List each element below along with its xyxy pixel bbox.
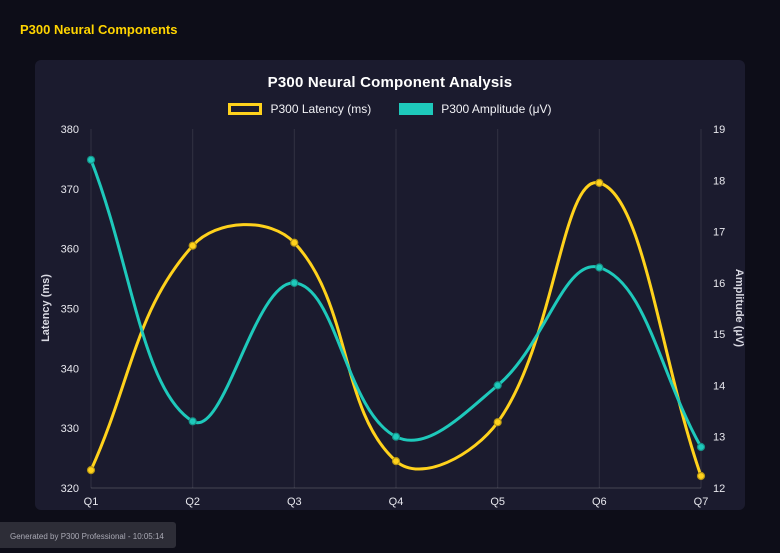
grid-lines <box>90 129 702 489</box>
chart-legend: P300 Latency (ms) P300 Amplitude (μV) <box>35 100 745 118</box>
data-point-marker <box>290 278 299 287</box>
x-tick-label: Q7 <box>694 496 709 508</box>
y-left-tick-label: 380 <box>61 124 79 136</box>
y-axis-right-ticks: 12 13 14 15 16 17 18 19 <box>713 124 725 495</box>
y-axis-left-ticks: 320 330 340 350 360 370 380 <box>61 124 79 495</box>
chart-title: P300 Neural Component Analysis <box>267 74 513 91</box>
y-left-tick-label: 330 <box>61 423 79 435</box>
footer-text: Generated by P300 Professional - 10:05:1… <box>10 532 164 541</box>
x-tick-label: Q2 <box>185 496 200 508</box>
x-tick-label: Q6 <box>592 496 607 508</box>
y-right-tick-label: 17 <box>713 227 725 239</box>
legend-swatch-amplitude <box>399 103 434 115</box>
legend-item-latency[interactable]: P300 Latency (ms) <box>228 102 371 116</box>
right-axis-title: Amplitude (μV) <box>733 269 745 348</box>
data-point-marker <box>696 471 706 481</box>
legend-swatch-latency <box>228 103 263 115</box>
data-point-marker <box>493 418 502 427</box>
y-left-tick-label: 350 <box>61 304 79 316</box>
y-left-tick-label: 340 <box>61 363 79 375</box>
data-point-marker <box>86 466 96 475</box>
legend-label-latency: P300 Latency (ms) <box>270 102 372 116</box>
data-point-markers <box>86 155 706 481</box>
y-right-tick-label: 19 <box>713 124 725 136</box>
data-point-marker <box>595 178 604 188</box>
data-point-marker <box>188 241 197 250</box>
x-tick-label: Q3 <box>287 496 302 508</box>
x-tick-label: Q4 <box>389 496 404 508</box>
x-axis-labels: Q1 Q2 Q3 Q4 Q5 Q6 Q7 <box>84 496 709 508</box>
data-point-marker <box>493 381 502 390</box>
data-point-marker <box>595 263 604 272</box>
data-point-marker <box>290 238 299 247</box>
page-title: P300 Neural Components <box>20 22 178 37</box>
chart-canvas: 320 330 340 350 360 370 380 12 13 14 15 16 17 18 19 Q… <box>40 124 745 508</box>
x-tick-label: Q1 <box>84 496 99 508</box>
chart-panel: P300 Neural Component Analysis P300 Late… <box>35 60 745 510</box>
data-point-marker <box>188 417 197 426</box>
y-right-tick-label: 16 <box>713 278 725 290</box>
data-point-marker <box>86 155 96 164</box>
y-right-tick-label: 13 <box>713 432 725 444</box>
y-left-tick-label: 360 <box>61 244 79 256</box>
data-point-marker <box>696 442 706 452</box>
footer-watermark: Generated by P300 Professional - 10:05:1… <box>0 522 176 548</box>
x-tick-label: Q5 <box>490 496 505 508</box>
left-axis-title: Latency (ms) <box>40 274 52 342</box>
legend-label-amplitude: P300 Amplitude (μV) <box>441 102 552 116</box>
data-point-marker <box>391 432 401 441</box>
data-point-marker <box>391 457 401 466</box>
y-right-tick-label: 14 <box>713 380 725 392</box>
legend-item-amplitude[interactable]: P300 Amplitude (μV) <box>399 102 552 116</box>
y-right-tick-label: 12 <box>713 483 725 495</box>
y-right-tick-label: 15 <box>713 329 725 341</box>
y-left-tick-label: 370 <box>61 184 79 196</box>
y-left-tick-label: 320 <box>61 483 79 495</box>
y-right-tick-label: 18 <box>713 175 725 187</box>
